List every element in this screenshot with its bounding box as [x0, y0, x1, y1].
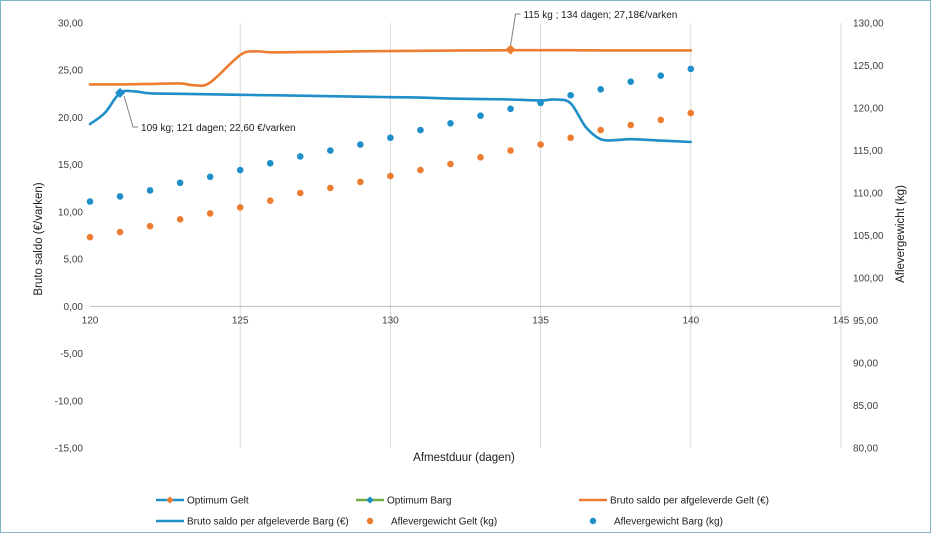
point-aflevergewicht-gelt-kg [507, 147, 514, 154]
point-aflevergewicht-barg-kg [86, 198, 94, 205]
point-aflevergewicht-gelt-kg [447, 160, 454, 168]
y-left-tick-label: 5,00 [64, 255, 84, 266]
annotation-label: 115 kg ; 134 dagen; 27,18€/varken [524, 10, 678, 21]
point-aflevergewicht-barg-kg [266, 159, 274, 167]
point-aflevergewicht-gelt-kg [477, 154, 484, 161]
point-aflevergewicht-barg-kg [176, 179, 184, 187]
legend-marker-aflevergewicht-barg-kg [589, 517, 597, 525]
y-axis-left-title: Bruto saldo (€/varken) [33, 182, 45, 295]
x-tick-label: 130 [382, 315, 399, 326]
point-aflevergewicht-gelt-kg [387, 172, 394, 180]
y-right-tick-label: 110,00 [853, 189, 883, 200]
series-line-bruto-saldo-per-afgeleverde-gelt [88, 48, 693, 88]
point-aflevergewicht-gelt-kg [116, 228, 124, 236]
y-left-tick-label: -15,00 [55, 444, 84, 455]
point-aflevergewicht-gelt-kg [627, 121, 635, 129]
x-tick-label: 135 [532, 315, 549, 326]
point-aflevergewicht-gelt-kg [206, 210, 214, 217]
y-right-tick-label: 120,00 [853, 104, 884, 115]
y-right-tick-label: 100,00 [853, 274, 884, 285]
annotation-leader [510, 13, 521, 46]
point-aflevergewicht-gelt-kg [537, 141, 544, 148]
x-tick-label: 125 [232, 315, 249, 326]
y-right-tick-label: 125,00 [853, 61, 884, 72]
series-layer [86, 44, 695, 241]
axes: 30,00 25,00 20,00 15,00 10,00 5,00 0,00 -5,00 -1… [55, 19, 884, 455]
annotation-label: 109 kg; 121 dagen; 22,60 €/varken [141, 123, 296, 134]
y-left-tick-label: -5,00 [60, 349, 83, 360]
point-aflevergewicht-barg-kg [447, 120, 454, 127]
legend-label: Bruto saldo per afgeleverde Gelt (€) [610, 496, 769, 507]
legend-label: Optimum Barg [387, 496, 451, 507]
point-aflevergewicht-gelt-kg [86, 233, 94, 241]
y-right-tick-label: 130,00 [853, 19, 884, 30]
point-aflevergewicht-barg-kg [116, 193, 124, 200]
y-left-tick-label: 25,00 [58, 66, 83, 77]
legend-label: Aflevergewicht Gelt (kg) [391, 517, 497, 528]
point-aflevergewicht-barg-kg [236, 166, 244, 174]
optimum-marker-optimum-gelt [505, 44, 516, 55]
grid [239, 23, 842, 448]
point-aflevergewicht-barg-kg [417, 126, 424, 134]
optimum-marker-optimum-barg [115, 87, 126, 98]
legend: Optimum Gelt Optimum Barg Bruto saldo per … [156, 496, 769, 528]
point-aflevergewicht-barg-kg [567, 91, 574, 99]
legend-marker-optimum-barg [366, 496, 374, 504]
y-right-tick-label: 80,00 [853, 444, 878, 455]
point-aflevergewicht-barg-kg [146, 187, 154, 194]
point-aflevergewicht-gelt-kg [146, 222, 154, 230]
point-aflevergewicht-barg-kg [627, 78, 635, 85]
series-line-bruto-saldo-per-afgeleverde-barg [88, 89, 693, 144]
point-aflevergewicht-barg-kg [206, 173, 214, 181]
y-right-tick-label: 90,00 [853, 359, 878, 370]
y-right-tick-label: 115,00 [853, 146, 883, 157]
x-axis-title: Afmestduur (dagen) [413, 452, 515, 464]
point-aflevergewicht-barg-kg [357, 141, 364, 148]
y-left-tick-label: 0,00 [64, 302, 84, 313]
point-aflevergewicht-gelt-kg [296, 189, 304, 197]
y-left-tick-label: 30,00 [58, 19, 83, 30]
y-right-tick-label: 85,00 [853, 401, 878, 412]
legend-marker-optimum-gelt [166, 496, 174, 504]
point-aflevergewicht-barg-kg [296, 153, 304, 160]
x-tick-label: 145 [833, 315, 850, 326]
point-aflevergewicht-gelt-kg [417, 166, 424, 174]
x-tick-label: 120 [82, 315, 99, 326]
legend-label: Bruto saldo per afgeleverde Barg (€) [187, 517, 349, 528]
annotation-leader [123, 95, 139, 128]
point-aflevergewicht-barg-kg [507, 105, 514, 113]
point-aflevergewicht-gelt-kg [687, 109, 695, 117]
y-right-tick-label: 95,00 [853, 316, 878, 327]
annotations: 115 kg ; 134 dagen; 27,18€/varken 109 kg;… [123, 10, 678, 134]
legend-label: Aflevergewicht Barg (kg) [614, 517, 723, 528]
point-aflevergewicht-gelt-kg [597, 126, 604, 134]
point-aflevergewicht-gelt-kg [266, 197, 274, 204]
point-aflevergewicht-barg-kg [687, 65, 695, 73]
point-aflevergewicht-barg-kg [477, 112, 484, 119]
point-aflevergewicht-gelt-kg [176, 216, 184, 223]
y-left-tick-label: 20,00 [58, 113, 83, 124]
y-right-tick-label: 105,00 [853, 231, 884, 242]
point-aflevergewicht-barg-kg [327, 147, 334, 154]
y-axis-right-title: Aflevergewicht (kg) [895, 185, 907, 283]
point-aflevergewicht-gelt-kg [327, 184, 334, 192]
point-aflevergewicht-gelt-kg [567, 134, 574, 142]
point-aflevergewicht-barg-kg [387, 134, 394, 142]
y-left-tick-label: 10,00 [58, 207, 83, 218]
point-aflevergewicht-gelt-kg [657, 116, 665, 124]
legend-marker-aflevergewicht-gelt-kg [366, 517, 374, 525]
y-left-tick-label: -10,00 [55, 396, 84, 407]
point-aflevergewicht-barg-kg [657, 72, 665, 79]
point-aflevergewicht-barg-kg [597, 86, 604, 93]
point-aflevergewicht-gelt-kg [236, 204, 244, 211]
x-tick-label: 140 [682, 315, 699, 326]
y-left-tick-label: 15,00 [58, 160, 83, 171]
point-aflevergewicht-gelt-kg [357, 178, 364, 186]
legend-label: Optimum Gelt [187, 496, 249, 507]
